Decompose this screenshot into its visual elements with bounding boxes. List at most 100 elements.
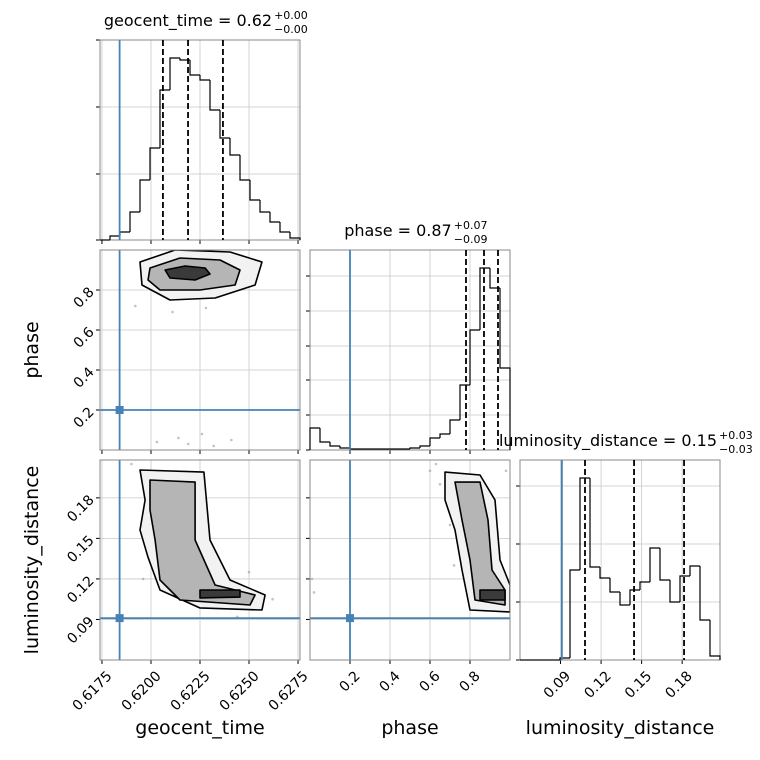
- sample-point: [310, 577, 314, 581]
- histogram-step: [249, 180, 260, 201]
- contour: [199, 589, 241, 599]
- histogram-step: [139, 179, 150, 212]
- sample-point: [186, 442, 190, 446]
- histogram-step: [329, 442, 340, 447]
- y-axis-label: luminosity_distance: [21, 466, 43, 655]
- x-tick-label: 0.18: [662, 668, 695, 701]
- truth-marker: [115, 406, 124, 414]
- y-tick-label: 0.4: [71, 364, 98, 391]
- histogram-step: [109, 235, 120, 240]
- title-upper: +0.00: [274, 9, 308, 22]
- histogram-step: [649, 547, 660, 582]
- sample-point: [155, 440, 159, 444]
- histogram-step: [119, 231, 130, 236]
- histogram-step: [639, 581, 650, 590]
- x-tick-label: 0.6225: [168, 668, 214, 714]
- histogram-step: [589, 478, 600, 568]
- histogram-step: [279, 222, 290, 233]
- x-tick-label: 0.2: [337, 668, 364, 695]
- histogram-step: [439, 433, 450, 438]
- histogram-step: [179, 58, 190, 61]
- sample-point: [452, 564, 456, 567]
- sample-point: [438, 483, 442, 486]
- x-axis-label: luminosity_distance: [526, 717, 715, 739]
- sample-point: [130, 462, 133, 466]
- y-tick-label: 0.12: [64, 573, 97, 606]
- histogram-step: [189, 60, 200, 76]
- histogram-step: [429, 437, 440, 446]
- x-tick-label: 0.4: [377, 668, 404, 695]
- axes-frame: [519, 459, 721, 661]
- x-tick-label: 0.12: [581, 668, 614, 701]
- sample-point: [247, 570, 251, 574]
- y-axis-label: phase: [21, 321, 43, 378]
- histogram-step: [469, 329, 480, 385]
- title-upper: +0.07: [454, 219, 488, 232]
- histogram-step: [569, 569, 580, 658]
- contour: [479, 589, 506, 601]
- histogram-step: [129, 211, 140, 232]
- x-tick-label: 0.6200: [119, 668, 165, 714]
- sample-point: [434, 462, 438, 466]
- histogram-step: [209, 80, 220, 111]
- sample-point: [428, 469, 432, 473]
- x-tick-label: 0.6275: [266, 668, 312, 714]
- histogram-step: [219, 110, 230, 139]
- histogram-step: [239, 155, 250, 181]
- histogram-step: [259, 200, 270, 213]
- histogram-step: [499, 288, 511, 450]
- y-tick-label: 0.8: [71, 284, 98, 311]
- histogram-step: [709, 620, 721, 660]
- sample-point: [230, 438, 233, 442]
- histogram-step: [319, 428, 330, 443]
- y-tick-label: 0.6: [71, 324, 98, 351]
- sample-point: [204, 306, 208, 310]
- sample-point: [200, 432, 204, 436]
- y-tick-label: 0.18: [64, 492, 97, 525]
- x-tick-label: 0.15: [622, 668, 655, 701]
- histogram-step: [479, 267, 490, 330]
- histogram-step: [599, 567, 610, 579]
- panel-body: [100, 460, 300, 660]
- histogram-step: [169, 57, 180, 90]
- x-tick-label: 0.6175: [70, 668, 116, 714]
- histogram-step: [269, 212, 280, 223]
- histogram-step: [659, 548, 670, 581]
- histogram-step: [669, 580, 680, 603]
- histogram-step: [679, 575, 690, 602]
- x-tick-label: 0.6: [417, 668, 444, 695]
- y-tick-label: 0.09: [64, 614, 97, 647]
- contour: [149, 479, 256, 606]
- x-tick-label: 0.09: [541, 668, 574, 701]
- histogram-step: [159, 89, 170, 148]
- histogram-step: [409, 447, 420, 449]
- axes-frame: [99, 39, 301, 241]
- histogram-step: [489, 268, 500, 289]
- sample-point: [271, 597, 274, 601]
- histogram-step: [629, 589, 640, 605]
- x-tick-label: 0.6250: [217, 668, 263, 714]
- axes-frame: [309, 459, 511, 661]
- histogram-step: [689, 565, 700, 576]
- histogram-step: [619, 592, 630, 606]
- histogram-step: [229, 138, 240, 156]
- truth-marker: [346, 614, 354, 623]
- histogram-step: [609, 578, 620, 593]
- sample-point: [133, 304, 137, 308]
- y-tick-label: 0.2: [71, 404, 98, 431]
- panel-title: phase = 0.87: [344, 221, 451, 240]
- histogram-step: [339, 446, 350, 449]
- histogram-step: [699, 566, 710, 621]
- sample-point: [504, 469, 508, 473]
- panel-title: luminosity_distance = 0.15: [499, 431, 717, 451]
- histogram-step: [579, 477, 590, 570]
- x-axis-label: geocent_time: [135, 717, 264, 739]
- x-axis-label: phase: [381, 717, 438, 739]
- title-lower: −0.03: [719, 443, 753, 456]
- panel-body: [310, 460, 510, 660]
- sample-point: [448, 523, 452, 527]
- axes-frame: [309, 249, 511, 451]
- axes-frame: [99, 459, 301, 661]
- histogram-step: [419, 445, 430, 448]
